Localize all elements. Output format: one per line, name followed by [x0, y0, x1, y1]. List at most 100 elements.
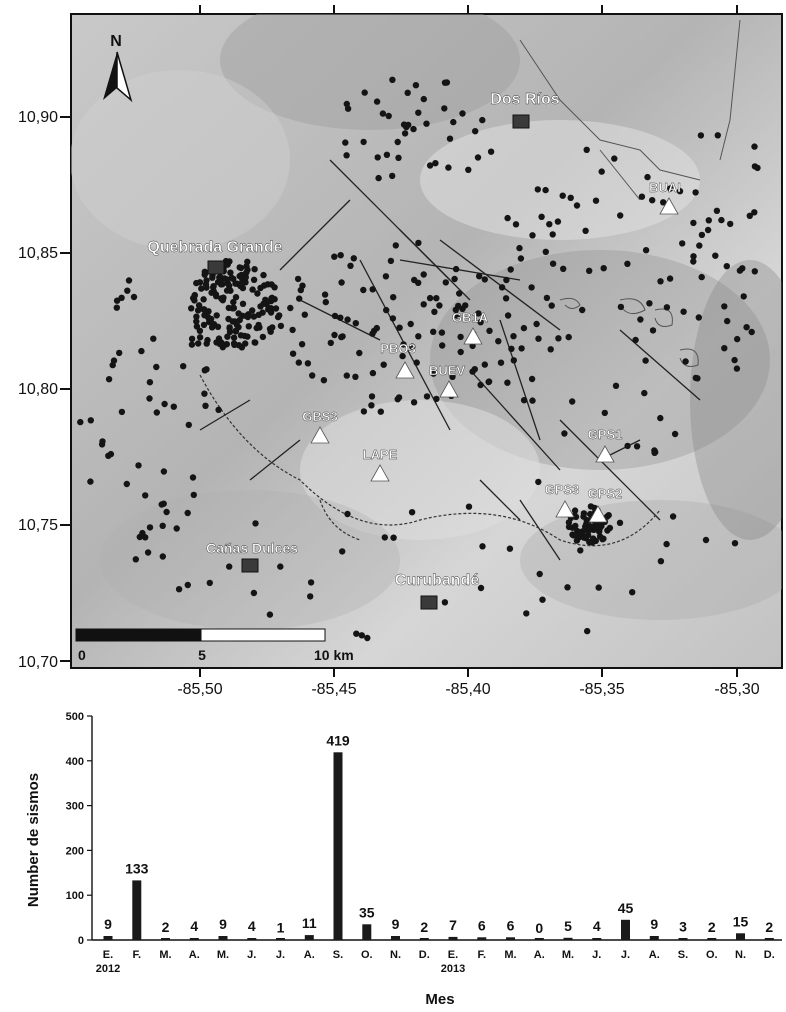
chart-data-label: 1	[277, 920, 285, 936]
chart-xtick-label: F.	[477, 949, 486, 961]
chart-xtick-label: J.	[621, 949, 630, 961]
scale-label-5: 5	[198, 647, 206, 663]
seismicity-map: N Dos Ríos Quebrada Grande Cañas Dulces …	[18, 5, 783, 698]
drainage-lines	[519, 19, 741, 367]
chart-xtick-label: S.	[678, 949, 688, 961]
chart-ytick-label: 500	[66, 711, 84, 723]
town-label-curubande: Curubandé	[395, 572, 480, 589]
chart-xtick-label: N.	[735, 949, 746, 961]
chart-data-label: 9	[650, 916, 658, 932]
chart-xtick-label: M.	[159, 949, 171, 961]
chart-data-label: 0	[535, 920, 543, 936]
chart-data-label: 11	[302, 915, 317, 931]
latitude-axis	[60, 116, 71, 662]
chart-data-label: 6	[478, 917, 486, 933]
station-marker-buai	[659, 197, 679, 215]
chart-bar	[764, 938, 774, 940]
chart-xtick-label: F.	[132, 949, 141, 961]
chart-bar	[448, 936, 458, 941]
chart-xtick-label: D.	[419, 949, 430, 961]
town-marker-curubande	[420, 595, 438, 610]
chart-xtick-label: E.	[103, 949, 113, 961]
chart-xtick-label: A.	[189, 949, 200, 961]
lat-tick-label: 10,85	[18, 245, 58, 262]
chart-data-label: 5	[564, 918, 572, 934]
chart-xtick-label: A.	[649, 949, 660, 961]
town-marker-dos-rios	[512, 114, 530, 129]
chart-ytick-label: 300	[66, 801, 84, 813]
caldera-rim	[199, 374, 661, 547]
chart-bar	[103, 936, 113, 941]
chart-data-label: 3	[679, 919, 687, 935]
chart-ytick-label: 100	[66, 890, 84, 902]
station-marker-lape	[370, 464, 390, 482]
chart-ytick-label: 0	[78, 935, 84, 947]
town-label-dos-rios: Dos Ríos	[490, 91, 559, 108]
station-label-buev: BUEV	[429, 363, 465, 378]
north-arrow: N	[103, 33, 133, 103]
lon-tick-label: -85,35	[579, 681, 624, 698]
town-marker-canas-dulces	[241, 558, 259, 573]
lon-tick-label: -85,40	[445, 681, 490, 698]
station-marker-gps2	[588, 505, 608, 523]
lon-tick-label: -85,50	[177, 681, 222, 698]
chart-data-label: 9	[104, 916, 112, 932]
scale-label-0: 0	[78, 647, 86, 663]
chart-bar	[218, 936, 228, 941]
chart-xtick-label: J.	[247, 949, 256, 961]
station-label-gps2: GPS2	[588, 486, 623, 501]
town-label-quebrada-grande: Quebrada Grande	[147, 239, 282, 256]
lon-tick-label: -85,45	[311, 681, 356, 698]
longitude-axis	[199, 5, 738, 677]
chart-year-label: 2013	[441, 963, 465, 975]
station-marker-pbo3	[395, 361, 415, 379]
chart-bar	[391, 936, 400, 941]
chart-xtick-label: J.	[592, 949, 601, 961]
chart-data-label: 2	[162, 919, 170, 935]
seismic-stations: BUAI GB1A PBO3 BUEV GBS3 LAPE GPS1 GPS3 …	[302, 180, 681, 523]
station-label-buai: BUAI	[649, 180, 681, 195]
chart-data-label: 4	[593, 918, 601, 934]
chart-xtick-label: J.	[276, 949, 285, 961]
scale-bar: 0 5 10 km	[75, 628, 354, 663]
chart-bar	[247, 938, 257, 940]
chart-bar	[736, 933, 745, 941]
chart-xtick-label: E.	[448, 949, 458, 961]
station-marker-gb1a	[463, 327, 483, 345]
chart-data-label: 7	[449, 917, 457, 933]
chart-bar	[189, 938, 199, 940]
chart-xtick-label: D.	[764, 949, 775, 961]
chart-bar	[362, 924, 372, 940]
lat-tick-label: 10,75	[18, 517, 58, 534]
chart-xtick-label: M.	[504, 949, 516, 961]
north-arrow-icon	[103, 52, 117, 100]
chart-data-label: 35	[359, 904, 375, 920]
chart-data-label: 2	[765, 919, 773, 935]
station-marker-buev	[439, 380, 459, 398]
chart-ylabel: Number de sismos	[25, 773, 42, 907]
chart-data-label: 4	[248, 918, 256, 934]
chart-bar	[276, 938, 285, 940]
chart-bar	[621, 919, 630, 940]
chart-data-label: 6	[507, 917, 515, 933]
lat-tick-label: 10,80	[18, 381, 58, 398]
station-label-gps3: GPS3	[545, 482, 580, 497]
chart-data-label: 419	[326, 732, 350, 748]
chart-xtick-label: A.	[304, 949, 315, 961]
chart-bar	[506, 937, 515, 940]
station-marker-gps3	[555, 500, 575, 518]
station-label-pbo3: PBO3	[380, 341, 415, 356]
chart-xtick-label: O.	[361, 949, 373, 961]
chart-bar	[477, 937, 487, 940]
lat-tick-label: 10,70	[18, 654, 58, 671]
chart-data-label: 15	[733, 913, 749, 929]
chart-data-label: 45	[618, 900, 634, 916]
chart-bar	[707, 938, 717, 940]
town-marker-quebrada-grande	[207, 260, 225, 275]
town-markers: Dos Ríos Quebrada Grande Cañas Dulces Cu…	[147, 91, 560, 610]
chart-data-label: 4	[190, 918, 198, 934]
chart-bar	[132, 880, 142, 940]
chart-data-label: 2	[420, 919, 428, 935]
chart-ytick-label: 200	[66, 845, 84, 857]
chart-bar	[419, 938, 429, 940]
